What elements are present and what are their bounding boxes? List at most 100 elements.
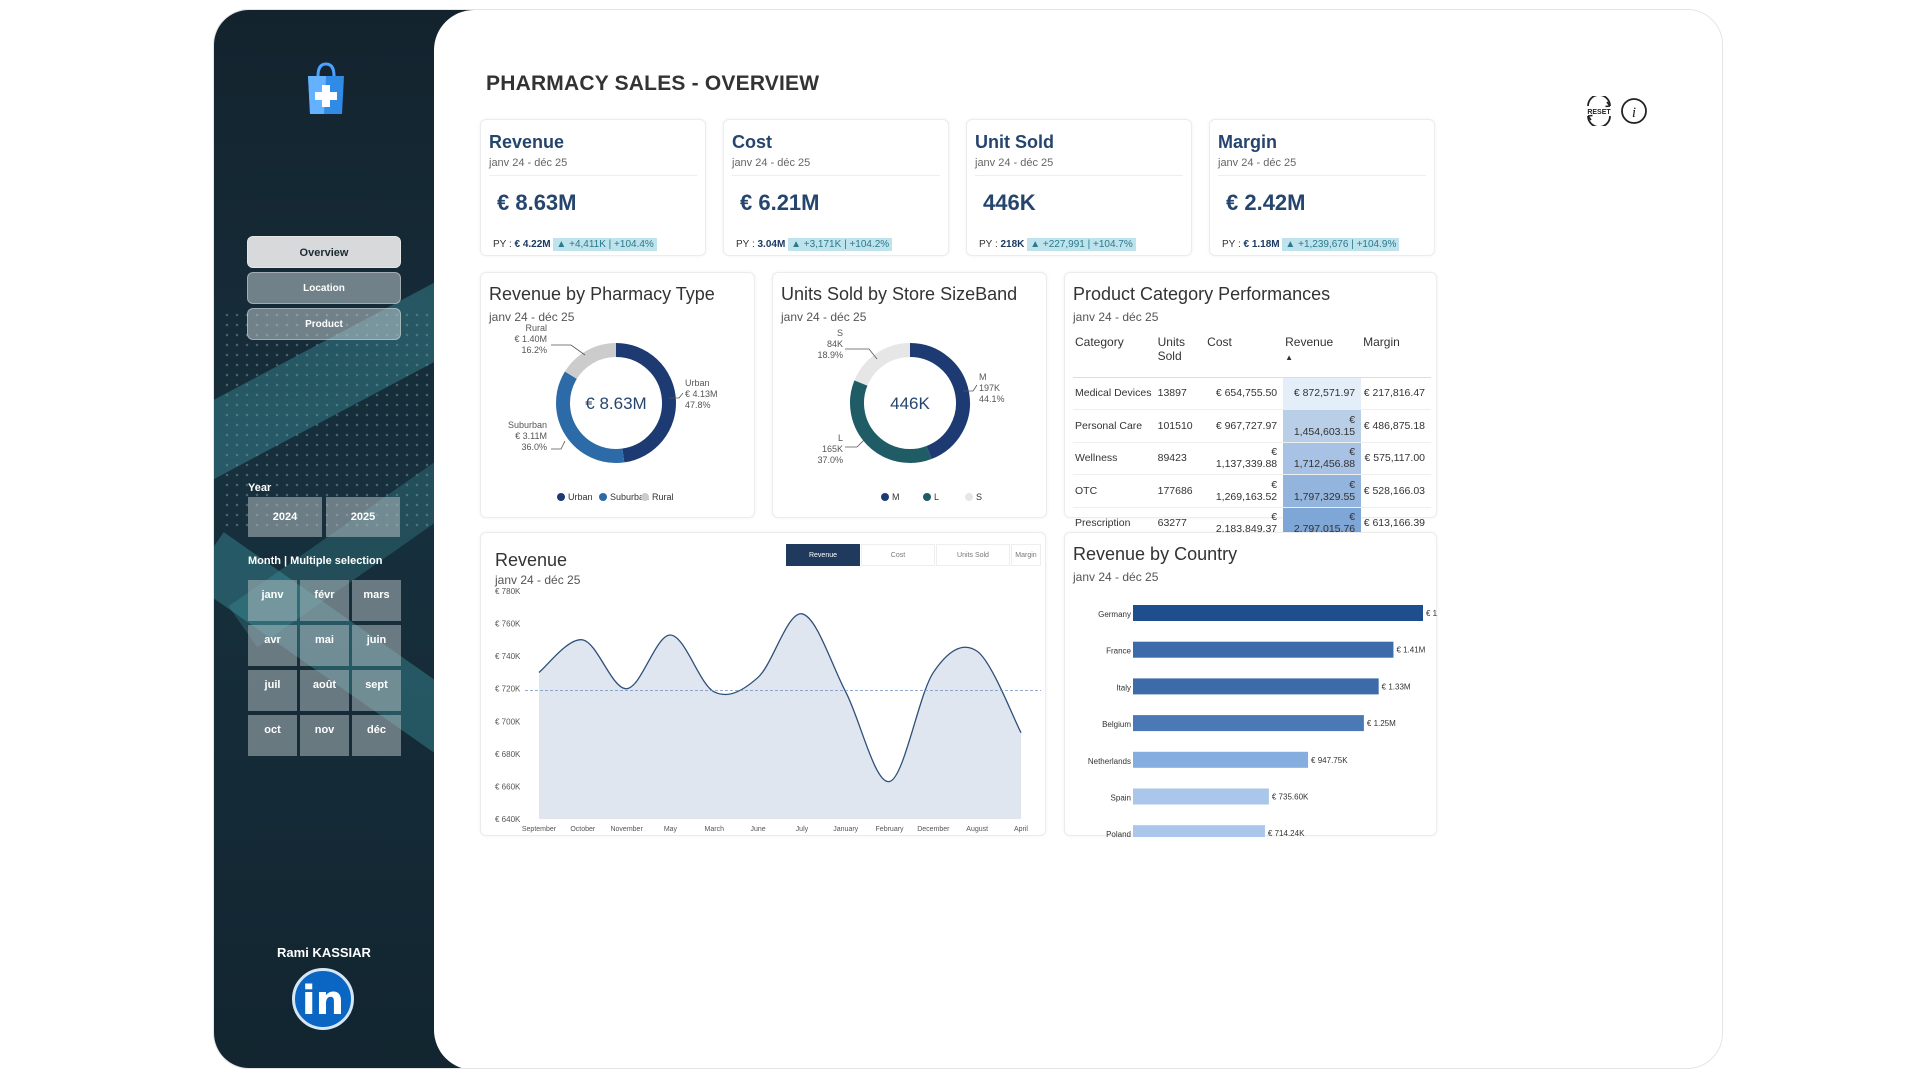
table-row[interactable]: Medical Devices 13897 € 654,755.50 € 872,57… bbox=[1073, 377, 1431, 410]
pharmacy-type-card: Revenue by Pharmacy Type janv 24 - déc 2… bbox=[480, 272, 755, 518]
kpi-value: € 6.21M bbox=[740, 190, 820, 215]
divider bbox=[975, 175, 1183, 176]
donut-label: Rural bbox=[525, 323, 547, 333]
month-button-6[interactable]: juil bbox=[248, 670, 297, 711]
table-cell: € 1,269,163.52 bbox=[1205, 474, 1284, 508]
revenue-trend-card: Revenue janv 24 - déc 25 Revenue Cost Un… bbox=[480, 532, 1046, 836]
legend-label: S bbox=[976, 492, 982, 502]
donut-label: 165K bbox=[822, 444, 843, 454]
table-row[interactable]: Personal Care 101510 € 967,727.97 € 1,454,6… bbox=[1073, 409, 1431, 443]
column-header-category[interactable]: Category bbox=[1073, 333, 1156, 378]
x-tick-label: March bbox=[705, 826, 725, 833]
kpi-period: janv 24 - déc 25 bbox=[732, 157, 811, 169]
linkedin-icon[interactable]: in bbox=[292, 968, 354, 1030]
legend-marker bbox=[557, 493, 565, 501]
svg-text:RESET: RESET bbox=[1587, 109, 1611, 116]
month-button-11[interactable]: déc bbox=[352, 715, 401, 756]
section-period: janv 24 - déc 25 bbox=[1073, 310, 1159, 324]
donut-slice-urban[interactable] bbox=[615, 343, 676, 463]
table-row[interactable]: OTC 177686 € 1,269,163.52 € 1,797,329.55 € 5… bbox=[1073, 474, 1431, 508]
tab-revenue[interactable]: Revenue bbox=[786, 544, 860, 566]
donut-slice-rural[interactable] bbox=[564, 343, 617, 380]
nav-overview-button[interactable]: Overview bbox=[247, 236, 401, 268]
country-bar[interactable] bbox=[1133, 825, 1265, 837]
country-bar[interactable] bbox=[1133, 788, 1269, 805]
kpi-value: € 2.42M bbox=[1226, 190, 1306, 215]
donut-label: M bbox=[979, 372, 987, 382]
country-bar[interactable] bbox=[1133, 605, 1423, 621]
donut-label: S bbox=[837, 328, 843, 338]
revenue-line[interactable] bbox=[538, 613, 1022, 783]
column-header-margin[interactable]: Margin bbox=[1361, 333, 1431, 378]
donut-slice-m[interactable] bbox=[909, 343, 970, 460]
section-title: Revenue by Country bbox=[1073, 544, 1238, 564]
table-cell: € 1,454,603.15 bbox=[1283, 409, 1362, 443]
y-tick-label: € 640K bbox=[495, 815, 521, 824]
donut-slice-l[interactable] bbox=[850, 380, 932, 463]
donut-label: 197K bbox=[979, 383, 1000, 393]
x-tick-label: September bbox=[522, 826, 557, 833]
year-2025-button[interactable]: 2025 bbox=[326, 497, 400, 537]
column-header-units[interactable]: Units Sold bbox=[1155, 333, 1206, 378]
donut-slice-suburban[interactable] bbox=[556, 371, 625, 463]
y-tick-label: € 680K bbox=[495, 750, 521, 759]
py-label: PY : bbox=[1222, 239, 1241, 250]
py-value: 218K bbox=[1000, 239, 1025, 250]
kpi-prior-year: PY : 218K ▲ +227,991 | +104.7% bbox=[979, 238, 1136, 251]
month-button-5[interactable]: juin bbox=[352, 625, 401, 666]
tab-units-sold[interactable]: Units Sold bbox=[936, 544, 1010, 566]
info-icon[interactable]: i bbox=[1619, 96, 1649, 126]
country-bar[interactable] bbox=[1133, 641, 1394, 658]
donut-label: € 3.11M bbox=[515, 431, 547, 441]
month-button-1[interactable]: févr bbox=[300, 580, 349, 621]
legend-marker bbox=[641, 493, 649, 501]
month-button-8[interactable]: sept bbox=[352, 670, 401, 711]
bar-value-label: € 1.33M bbox=[1382, 682, 1411, 691]
section-period: janv 24 - déc 25 bbox=[489, 310, 575, 324]
table-row[interactable]: Wellness 89423 € 1,137,339.88 € 1,712,456.8… bbox=[1073, 442, 1431, 475]
donut-slice-s[interactable] bbox=[854, 343, 911, 386]
revenue-header-label: Revenue bbox=[1285, 335, 1334, 349]
kpi-prior-year: PY : € 1.18M ▲ +1,239,676 | +104.9% bbox=[1222, 238, 1400, 251]
column-header-cost[interactable]: Cost bbox=[1205, 333, 1284, 378]
table-cell: Medical Devices bbox=[1073, 377, 1156, 410]
country-bar[interactable] bbox=[1133, 715, 1364, 732]
donut-label: € 1.40M bbox=[514, 334, 547, 344]
column-header-revenue[interactable]: Revenue ▲ bbox=[1283, 333, 1362, 378]
py-label: PY : bbox=[493, 239, 512, 250]
month-button-4[interactable]: mai bbox=[300, 625, 349, 666]
reset-icon[interactable]: RESET bbox=[1584, 96, 1614, 126]
section-period: janv 24 - déc 25 bbox=[1073, 570, 1159, 584]
kpi-period: janv 24 - déc 25 bbox=[489, 157, 568, 169]
country-label: Germany bbox=[1098, 610, 1131, 619]
x-tick-label: December bbox=[917, 826, 950, 833]
year-2024-button[interactable]: 2024 bbox=[248, 497, 322, 537]
nav-product-button[interactable]: Product bbox=[247, 308, 401, 340]
y-tick-label: € 740K bbox=[495, 652, 521, 661]
month-button-7[interactable]: août bbox=[300, 670, 349, 711]
country-bar[interactable] bbox=[1133, 751, 1309, 768]
x-tick-label: November bbox=[610, 826, 643, 833]
month-button-0[interactable]: janv bbox=[248, 580, 297, 621]
py-value: € 4.22M bbox=[514, 239, 551, 250]
table-cell: € 1,797,329.55 bbox=[1283, 474, 1362, 508]
py-value: 3.04M bbox=[757, 239, 786, 250]
month-button-3[interactable]: avr bbox=[248, 625, 297, 666]
table-cell: € 486,875.18 bbox=[1361, 409, 1431, 443]
legend-label: L bbox=[934, 492, 939, 502]
table-cell: Wellness bbox=[1073, 442, 1156, 475]
y-tick-label: € 700K bbox=[495, 717, 521, 726]
tab-margin[interactable]: Margin bbox=[1011, 544, 1041, 566]
country-label: Spain bbox=[1111, 794, 1131, 803]
main-content: PHARMACY SALES - OVERVIEW RESET i Revenu… bbox=[434, 10, 1722, 1068]
area-fill bbox=[539, 613, 1021, 819]
tab-cost[interactable]: Cost bbox=[861, 544, 935, 566]
month-button-10[interactable]: nov bbox=[300, 715, 349, 756]
bar-value-label: € 1.25M bbox=[1367, 719, 1396, 728]
month-button-9[interactable]: oct bbox=[248, 715, 297, 756]
nav-location-button[interactable]: Location bbox=[247, 272, 401, 304]
country-bar[interactable] bbox=[1133, 678, 1379, 695]
table-cell: Personal Care bbox=[1073, 409, 1156, 443]
month-button-2[interactable]: mars bbox=[352, 580, 401, 621]
x-tick-label: February bbox=[876, 826, 905, 833]
